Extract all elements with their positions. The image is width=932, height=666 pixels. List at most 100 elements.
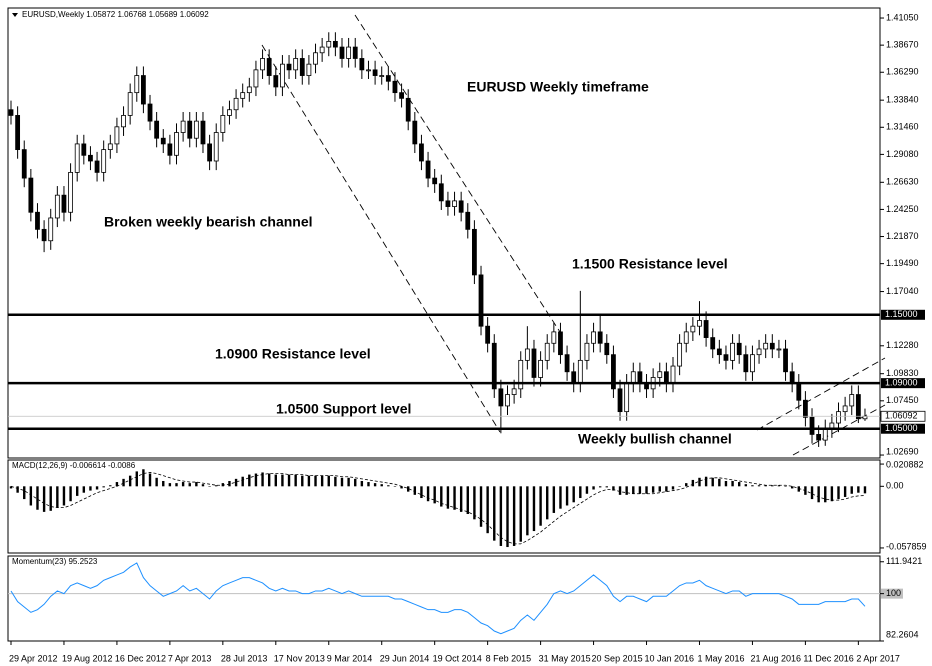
candle-body bbox=[200, 120, 206, 145]
x-tick-label: 9 Mar 2014 bbox=[327, 653, 373, 663]
y-tick-label: 1.31460 bbox=[886, 122, 919, 132]
momentum-line bbox=[10, 562, 866, 635]
candle-body bbox=[789, 371, 795, 384]
y-tick-label: 82.2604 bbox=[886, 629, 919, 639]
y-tick-label: 1.09830 bbox=[886, 368, 919, 378]
candle-body bbox=[683, 331, 689, 344]
candle-body bbox=[584, 342, 590, 361]
candle-body bbox=[167, 143, 173, 156]
macd-bar bbox=[532, 486, 536, 532]
candle-body bbox=[432, 177, 438, 185]
candle-body bbox=[213, 132, 219, 162]
candle-body bbox=[160, 137, 166, 145]
candle-body bbox=[15, 115, 21, 151]
macd-bar bbox=[612, 486, 615, 491]
candle-body bbox=[286, 63, 292, 71]
momentum-panel bbox=[7, 555, 881, 642]
macd-bar bbox=[453, 486, 456, 510]
macd-bar bbox=[162, 480, 165, 487]
candle-body bbox=[8, 109, 14, 116]
candle-body bbox=[101, 149, 107, 173]
macd-bar bbox=[585, 486, 589, 494]
macd-bar bbox=[512, 486, 516, 546]
macd-bar bbox=[678, 486, 681, 487]
candle-body bbox=[21, 149, 27, 179]
macd-bar bbox=[387, 485, 390, 487]
candle-body bbox=[611, 354, 616, 390]
macd-bar bbox=[109, 485, 112, 487]
y-tick-label: 1.29080 bbox=[886, 149, 919, 159]
macd-bar bbox=[738, 482, 741, 487]
y-tick-label: -0.057859 bbox=[886, 541, 927, 551]
candle-body bbox=[372, 69, 378, 76]
macd-bar bbox=[850, 486, 853, 494]
candle-body bbox=[690, 325, 696, 333]
candle-body bbox=[438, 183, 444, 202]
macd-bar bbox=[407, 486, 410, 492]
macd-bar bbox=[327, 475, 330, 487]
candle-body bbox=[366, 69, 371, 72]
candle-body bbox=[174, 132, 179, 156]
candle-body bbox=[399, 92, 404, 99]
macd-bar bbox=[784, 486, 787, 487]
candle-body bbox=[816, 434, 822, 441]
candle-body bbox=[121, 115, 126, 128]
candle-body bbox=[564, 354, 570, 373]
candle-body bbox=[849, 394, 855, 407]
candle-body bbox=[425, 160, 431, 179]
level-box bbox=[881, 588, 903, 599]
candle-body bbox=[776, 348, 782, 351]
macd-bar bbox=[810, 486, 814, 500]
macd-bar bbox=[56, 486, 59, 508]
candle-body bbox=[379, 75, 385, 77]
candle-body bbox=[412, 120, 418, 145]
candle-body bbox=[750, 354, 755, 373]
candle-body bbox=[558, 331, 563, 356]
candle-body bbox=[94, 160, 100, 173]
candle-body bbox=[246, 86, 252, 94]
y-tick-label: 1.24250 bbox=[886, 204, 919, 214]
macd-bar bbox=[142, 469, 145, 487]
macd-bar bbox=[499, 486, 503, 546]
macd-bar bbox=[638, 486, 642, 494]
candle-body bbox=[663, 371, 669, 384]
y-tick-label: 1.26630 bbox=[886, 177, 919, 187]
candle-body bbox=[538, 359, 543, 378]
macd-bar bbox=[307, 475, 311, 487]
candle-body bbox=[577, 359, 583, 384]
bearish-channel-lower bbox=[261, 44, 501, 433]
candle-body bbox=[227, 109, 232, 116]
macd-bar bbox=[698, 477, 701, 487]
candle-body bbox=[154, 120, 160, 139]
macd-bar bbox=[704, 476, 708, 487]
annotation: 1.0500 Support level bbox=[276, 401, 411, 417]
y-tick-label: 1.12280 bbox=[886, 340, 919, 350]
bullish-channel-upper bbox=[756, 357, 886, 431]
candle-body bbox=[452, 200, 457, 207]
macd-bar bbox=[691, 479, 695, 487]
macd-bar bbox=[82, 486, 86, 493]
candle-body bbox=[478, 274, 484, 327]
bullish-channel-lower bbox=[792, 404, 886, 456]
macd-bar bbox=[49, 486, 52, 511]
candle-body bbox=[458, 200, 464, 213]
candle-body bbox=[703, 320, 709, 338]
candle-body bbox=[332, 40, 338, 48]
macd-bar bbox=[62, 486, 66, 506]
macd-bar bbox=[572, 486, 575, 503]
macd-bar bbox=[459, 486, 463, 512]
macd-bar bbox=[857, 486, 860, 493]
macd-bar bbox=[281, 474, 284, 487]
macd-bar bbox=[400, 486, 403, 489]
candle-body bbox=[730, 342, 735, 361]
candle-body bbox=[385, 75, 391, 82]
candle-body bbox=[617, 388, 623, 413]
macd-bar bbox=[751, 485, 754, 487]
macd-bar bbox=[830, 486, 834, 502]
candles bbox=[8, 32, 868, 447]
candle-body bbox=[511, 388, 517, 395]
candle-body bbox=[637, 371, 643, 384]
macd-signal bbox=[10, 472, 866, 545]
macd-bar bbox=[473, 486, 476, 520]
macd-bar bbox=[175, 483, 178, 487]
